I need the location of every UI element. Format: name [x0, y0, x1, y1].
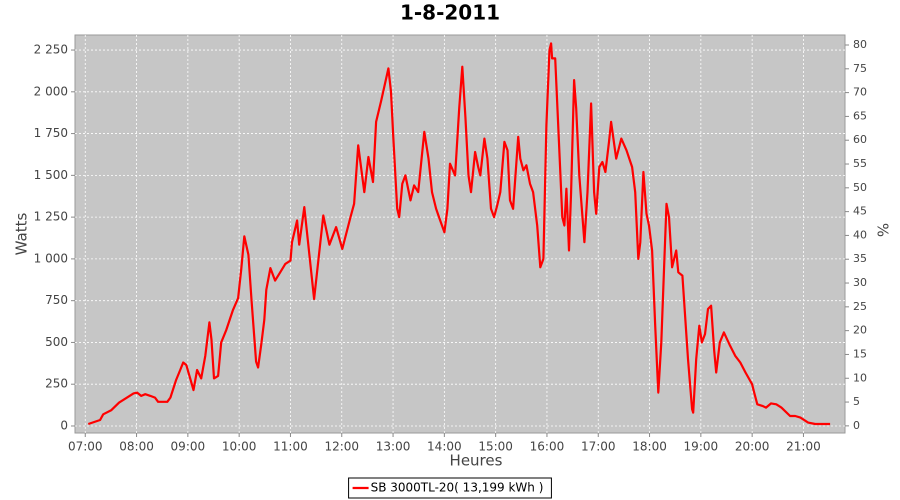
y2-tick-label: 5 — [853, 395, 860, 408]
x-tick-label: 18:00 — [632, 440, 667, 454]
legend-label: SB 3000TL-20( 13,199 kWh ) — [371, 481, 544, 495]
x-tick-label: 19:00 — [684, 440, 719, 454]
y2-tick-label: 10 — [853, 371, 867, 384]
y2-tick-label: 45 — [853, 205, 867, 218]
y-tick-label: 250 — [45, 377, 68, 391]
y2-axis-title: % — [874, 223, 892, 237]
x-tick-label: 12:00 — [324, 440, 359, 454]
y2-tick-label: 70 — [853, 86, 867, 99]
y2-tick-label: 35 — [853, 252, 867, 265]
y-tick-label: 500 — [45, 335, 68, 349]
legend: SB 3000TL-20( 13,199 kWh ) — [348, 477, 552, 499]
x-tick-label: 14:00 — [427, 440, 462, 454]
y2-tick-label: 50 — [853, 181, 867, 194]
y-tick-label: 0 — [60, 418, 68, 432]
y2-tick-label: 80 — [853, 38, 867, 51]
x-tick-label: 08:00 — [119, 440, 154, 454]
y2-tick-label: 75 — [853, 62, 867, 75]
legend-box — [348, 477, 552, 499]
y2-tick-label: 25 — [853, 300, 867, 313]
y-axis-title: Watts — [13, 213, 31, 256]
x-tick-label: 20:00 — [735, 440, 770, 454]
y2-tick-label: 65 — [853, 109, 867, 122]
y-tick-label: 1 500 — [34, 168, 68, 182]
x-axis-title: Heures — [450, 452, 503, 470]
x-tick-label: 11:00 — [273, 440, 308, 454]
y2-tick-label: 30 — [853, 276, 867, 289]
y2-tick-label: 15 — [853, 347, 867, 360]
chart-title: 1-8-2011 — [400, 1, 500, 25]
y2-tick-label: 60 — [853, 133, 867, 146]
line-series — [87, 42, 831, 426]
y2-tick-label: 40 — [853, 228, 867, 241]
y2-tick-label: 0 — [853, 419, 860, 432]
y2-tick-label: 55 — [853, 157, 867, 170]
y2-tick-label: 20 — [853, 324, 867, 337]
x-tick-label: 15:00 — [478, 440, 513, 454]
x-tick-label: 13:00 — [376, 440, 411, 454]
x-tick-label: 17:00 — [581, 440, 616, 454]
x-tick-label: 21:00 — [786, 440, 821, 454]
y-tick-label: 1 000 — [34, 251, 68, 265]
y-tick-label: 1 750 — [34, 126, 68, 140]
x-tick-label: 09:00 — [171, 440, 206, 454]
y-tick-label: 750 — [45, 293, 68, 307]
x-tick-label: 07:00 — [68, 440, 103, 454]
y-tick-label: 2 250 — [34, 43, 68, 57]
x-tick-label: 10:00 — [222, 440, 257, 454]
x-tick-label: 16:00 — [530, 440, 565, 454]
y-tick-label: 1 250 — [34, 210, 68, 224]
y-tick-label: 2 000 — [34, 84, 68, 98]
